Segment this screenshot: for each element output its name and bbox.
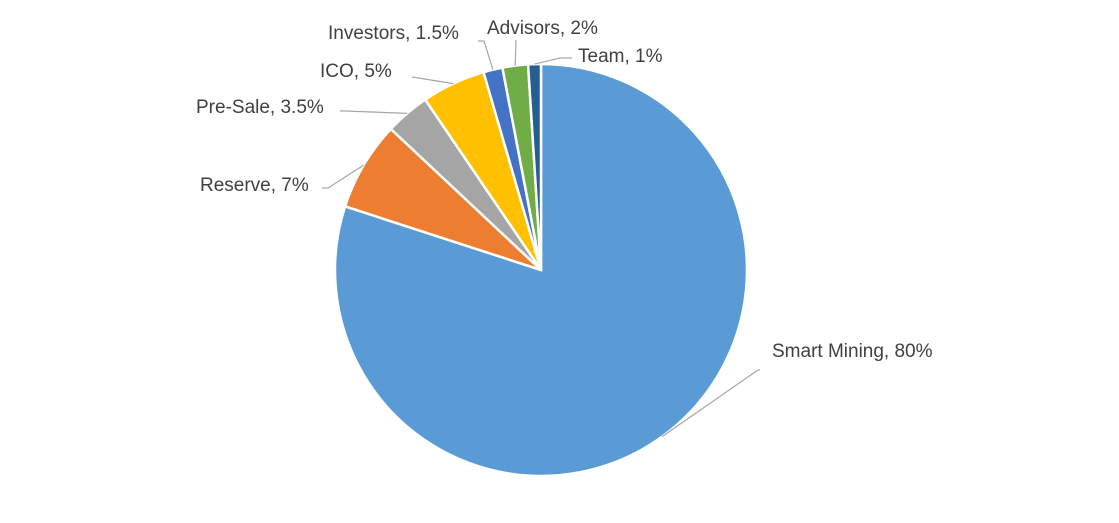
leader-line-investors bbox=[478, 40, 494, 70]
data-label-team: Team, 1% bbox=[578, 46, 663, 67]
leader-line-reserve bbox=[322, 164, 365, 189]
leader-line-pre-sale bbox=[340, 110, 408, 114]
leader-line-team bbox=[534, 57, 572, 65]
slice-team bbox=[526, 62, 543, 271]
leader-line-advisors bbox=[514, 39, 517, 66]
leader-lines bbox=[322, 39, 760, 438]
data-label-reserve: Reserve, 7% bbox=[200, 175, 309, 196]
pie-slices bbox=[333, 62, 749, 478]
leader-line-smart-mining bbox=[661, 369, 760, 438]
data-label-smart-mining: Smart Mining, 80% bbox=[772, 341, 933, 362]
data-label-ico: ICO, 5% bbox=[320, 61, 392, 82]
data-label-investors: Investors, 1.5% bbox=[328, 23, 459, 44]
data-label-advisors: Advisors, 2% bbox=[487, 18, 598, 39]
data-labels: Smart Mining, 80% Reserve, 7% Pre-Sale, 3.… bbox=[196, 18, 933, 362]
data-label-pre-sale: Pre-Sale, 3.5% bbox=[196, 97, 324, 118]
leader-line-ico bbox=[411, 76, 454, 85]
